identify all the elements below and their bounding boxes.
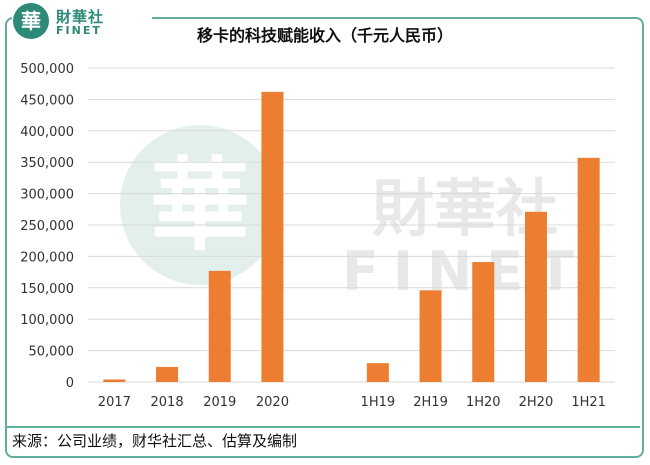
- bar-2017: [103, 379, 126, 382]
- y-tick-label: 0: [66, 376, 74, 391]
- source-note: 来源：公司业绩，财华社汇总、估算及编制: [12, 432, 298, 450]
- watermark-seal-glyph: 華: [150, 147, 250, 264]
- finet-logo: 華 財華社 FINET: [12, 0, 152, 44]
- chart-title: 移卡的科技赋能收入（千元人民币）: [196, 26, 453, 45]
- x-tick-label: 2H19: [413, 395, 448, 410]
- x-axis-ticks: 2017 2018 2019 2020 1H19 2H19 1H20 2H20 1H21: [98, 395, 606, 410]
- x-tick-label: 1H20: [466, 395, 501, 410]
- bar-1H19: [366, 363, 389, 382]
- bar-series: [103, 91, 600, 382]
- bar-2H20: [524, 211, 547, 382]
- y-tick-label: 150,000: [20, 282, 74, 297]
- watermark-name-en: FINET: [342, 240, 588, 303]
- y-tick-label: 400,000: [20, 125, 74, 140]
- bar-1H21: [577, 157, 600, 382]
- logo-glyph: 華: [21, 9, 41, 33]
- y-tick-label: 500,000: [20, 62, 74, 77]
- y-tick-label: 100,000: [20, 313, 74, 328]
- bar-1H20: [472, 262, 495, 382]
- finet-logo-icon: 華: [13, 3, 49, 39]
- y-tick-label: 200,000: [20, 250, 74, 265]
- y-tick-label: 300,000: [20, 188, 74, 203]
- bar-2H19: [419, 290, 442, 382]
- y-axis-ticks: 0 50,000 100,000 150,000 200,000 250,000 300,0…: [20, 62, 74, 391]
- y-tick-label: 350,000: [20, 156, 74, 171]
- watermark: 華 財華社 FINET: [120, 125, 588, 303]
- bar-2018: [156, 366, 179, 382]
- logo-name-cn: 財華社: [56, 8, 105, 26]
- x-tick-label: 2018: [151, 395, 184, 410]
- y-tick-label: 250,000: [20, 219, 74, 234]
- x-tick-label: 2019: [203, 395, 236, 410]
- footer-divider: [7, 426, 640, 428]
- x-tick-label: 1H21: [571, 395, 606, 410]
- x-tick-label: 2020: [256, 395, 289, 410]
- y-tick-label: 450,000: [20, 93, 74, 108]
- logo-name-en: FINET: [56, 24, 102, 37]
- y-tick-label: 50,000: [29, 345, 75, 360]
- bar-2020: [261, 91, 284, 382]
- bar-2019: [208, 270, 231, 382]
- x-tick-label: 2H20: [519, 395, 554, 410]
- x-tick-label: 1H19: [361, 395, 396, 410]
- x-tick-label: 2017: [98, 395, 131, 410]
- watermark-seal-icon: [120, 125, 280, 285]
